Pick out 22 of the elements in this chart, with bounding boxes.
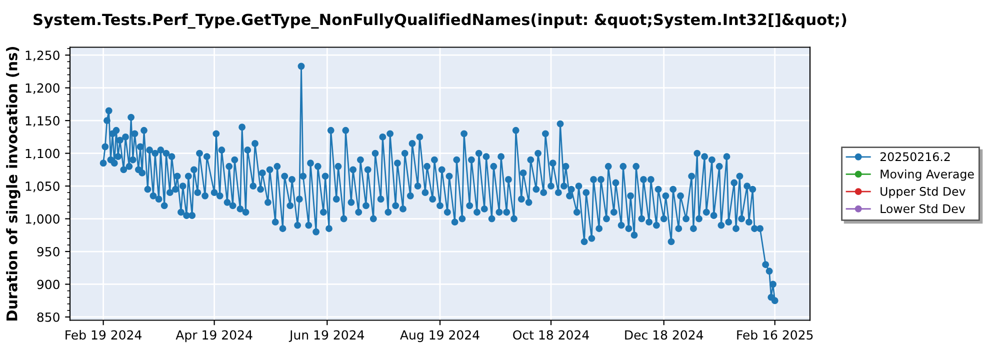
x-tick-label: Aug 19 2024 <box>400 330 480 342</box>
x-tick-label: Jun 19 2024 <box>288 330 364 342</box>
y-tick-label: 1,150 <box>26 116 60 127</box>
x-tick-label: Feb 16 2025 <box>737 330 813 340</box>
y-tick-label: 950 <box>37 246 60 256</box>
y-tick-label: 1,050 <box>26 182 60 192</box>
y-tick-label: 1,100 <box>26 148 60 160</box>
y-tick-label: 1,200 <box>26 83 60 94</box>
x-tick-label: Feb 19 2024 <box>66 330 142 340</box>
x-tick-label: Apr 19 2024 <box>176 330 252 342</box>
x-tick-label: Dec 18 2024 <box>625 330 704 340</box>
y-tick-label: 1,250 <box>26 50 60 62</box>
chart-title: System.Tests.Perf_Type.GetType_NonFullyQualifiedNames(input: &quot;System.Int32[]&quot;) <box>34 13 846 29</box>
x-tick-label: Oct 18 2024 <box>513 330 589 340</box>
legend-label: Moving Average <box>880 169 974 181</box>
legend-label: Upper Std Dev <box>880 186 966 198</box>
y-axis-title: Duration of single invocation (ns) <box>6 46 20 320</box>
legend-label: Lower Std Dev <box>880 204 966 214</box>
legend-label: 20250216.2 <box>880 152 950 162</box>
y-tick-label: 850 <box>37 312 60 322</box>
y-tick-label: 900 <box>37 280 60 290</box>
y-tick-label: 1,000 <box>26 214 60 225</box>
